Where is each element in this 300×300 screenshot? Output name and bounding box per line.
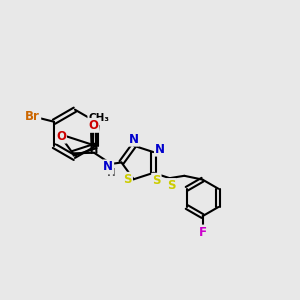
- Text: O: O: [56, 130, 66, 143]
- Text: S: S: [124, 173, 132, 186]
- Text: O: O: [88, 119, 98, 132]
- Text: S: S: [152, 174, 160, 187]
- Text: N: N: [129, 133, 139, 146]
- Text: N: N: [155, 142, 165, 156]
- Text: H: H: [107, 168, 116, 178]
- Text: N: N: [103, 160, 113, 173]
- Text: S: S: [167, 179, 175, 192]
- Text: CH₃: CH₃: [88, 113, 109, 124]
- Text: F: F: [199, 226, 207, 238]
- Text: Br: Br: [26, 110, 40, 123]
